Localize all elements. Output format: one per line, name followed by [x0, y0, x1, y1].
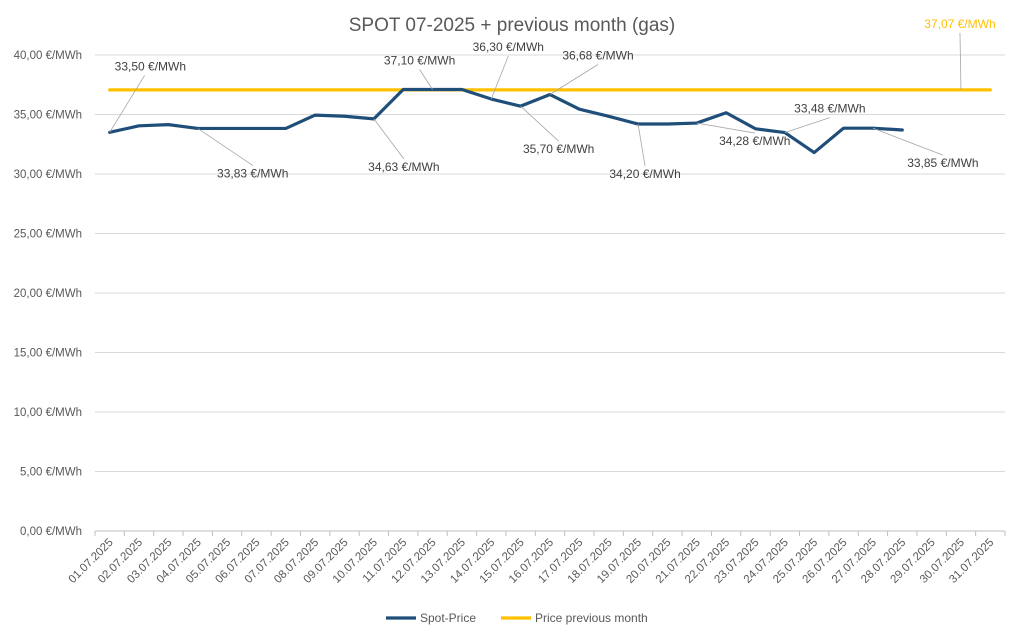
data-label: 35,70 €/MWh	[523, 142, 594, 156]
data-label: 34,20 €/MWh	[609, 167, 680, 181]
data-label-leader	[373, 118, 405, 160]
data-labels: 33,50 €/MWh 33,83 €/MWh 34,63 €/MWh 37,10 €…	[109, 17, 996, 181]
data-label-leader	[520, 105, 559, 142]
data-label: 36,30 €/MWh	[473, 40, 544, 54]
x-axis: 01.07.202502.07.202503.07.202504.07.2025…	[67, 531, 1006, 586]
gridlines	[95, 54, 1005, 532]
data-label-leader	[959, 32, 962, 90]
data-label-leader	[419, 69, 433, 90]
data-label: 33,83 €/MWh	[217, 166, 288, 180]
y-tick-label: 35,00 €/MWh	[14, 110, 82, 122]
spot-price-line	[108, 87, 904, 155]
y-tick-label: 5,00 €/MWh	[20, 467, 82, 479]
data-label: 34,63 €/MWh	[368, 160, 439, 174]
data-label-leader	[109, 75, 146, 133]
y-tick-label: 20,00 €/MWh	[14, 288, 82, 300]
y-tick-label: 15,00 €/MWh	[14, 348, 82, 360]
data-label-leader	[784, 117, 830, 133]
y-tick-label: 30,00 €/MWh	[14, 169, 82, 181]
data-label: 36,68 €/MWh	[562, 49, 633, 63]
data-label: 37,10 €/MWh	[384, 54, 455, 68]
data-label: 34,28 €/MWh	[719, 134, 790, 148]
y-tick-label: 10,00 €/MWh	[14, 407, 82, 419]
y-tick-label: 0,00 €/MWh	[20, 526, 82, 538]
legend-label-previous-month: Price previous month	[535, 611, 648, 625]
data-label: 33,50 €/MWh	[115, 59, 186, 73]
data-label: 33,48 €/MWh	[794, 102, 865, 116]
data-label-leader	[549, 64, 599, 95]
y-tick-label: 25,00 €/MWh	[14, 229, 82, 241]
data-label: 33,85 €/MWh	[907, 156, 978, 170]
data-label: 37,07 €/MWh	[924, 17, 995, 31]
y-axis: 0,00 €/MWh 5,00 €/MWh 10,00 €/MWh 15,00 €/M…	[14, 50, 82, 538]
y-tick-label: 40,00 €/MWh	[14, 50, 82, 62]
data-label-leader	[197, 128, 253, 166]
data-label-leader	[637, 123, 646, 167]
legend-label-spot-price: Spot-Price	[420, 611, 476, 625]
series-lines	[108, 87, 992, 155]
legend: Spot-Price Price previous month	[386, 611, 648, 625]
data-label-leader	[696, 122, 755, 134]
data-label-leader	[490, 55, 509, 100]
data-label-leader	[872, 127, 944, 156]
chart-title: SPOT 07-2025 + previous month (gas)	[349, 15, 676, 36]
